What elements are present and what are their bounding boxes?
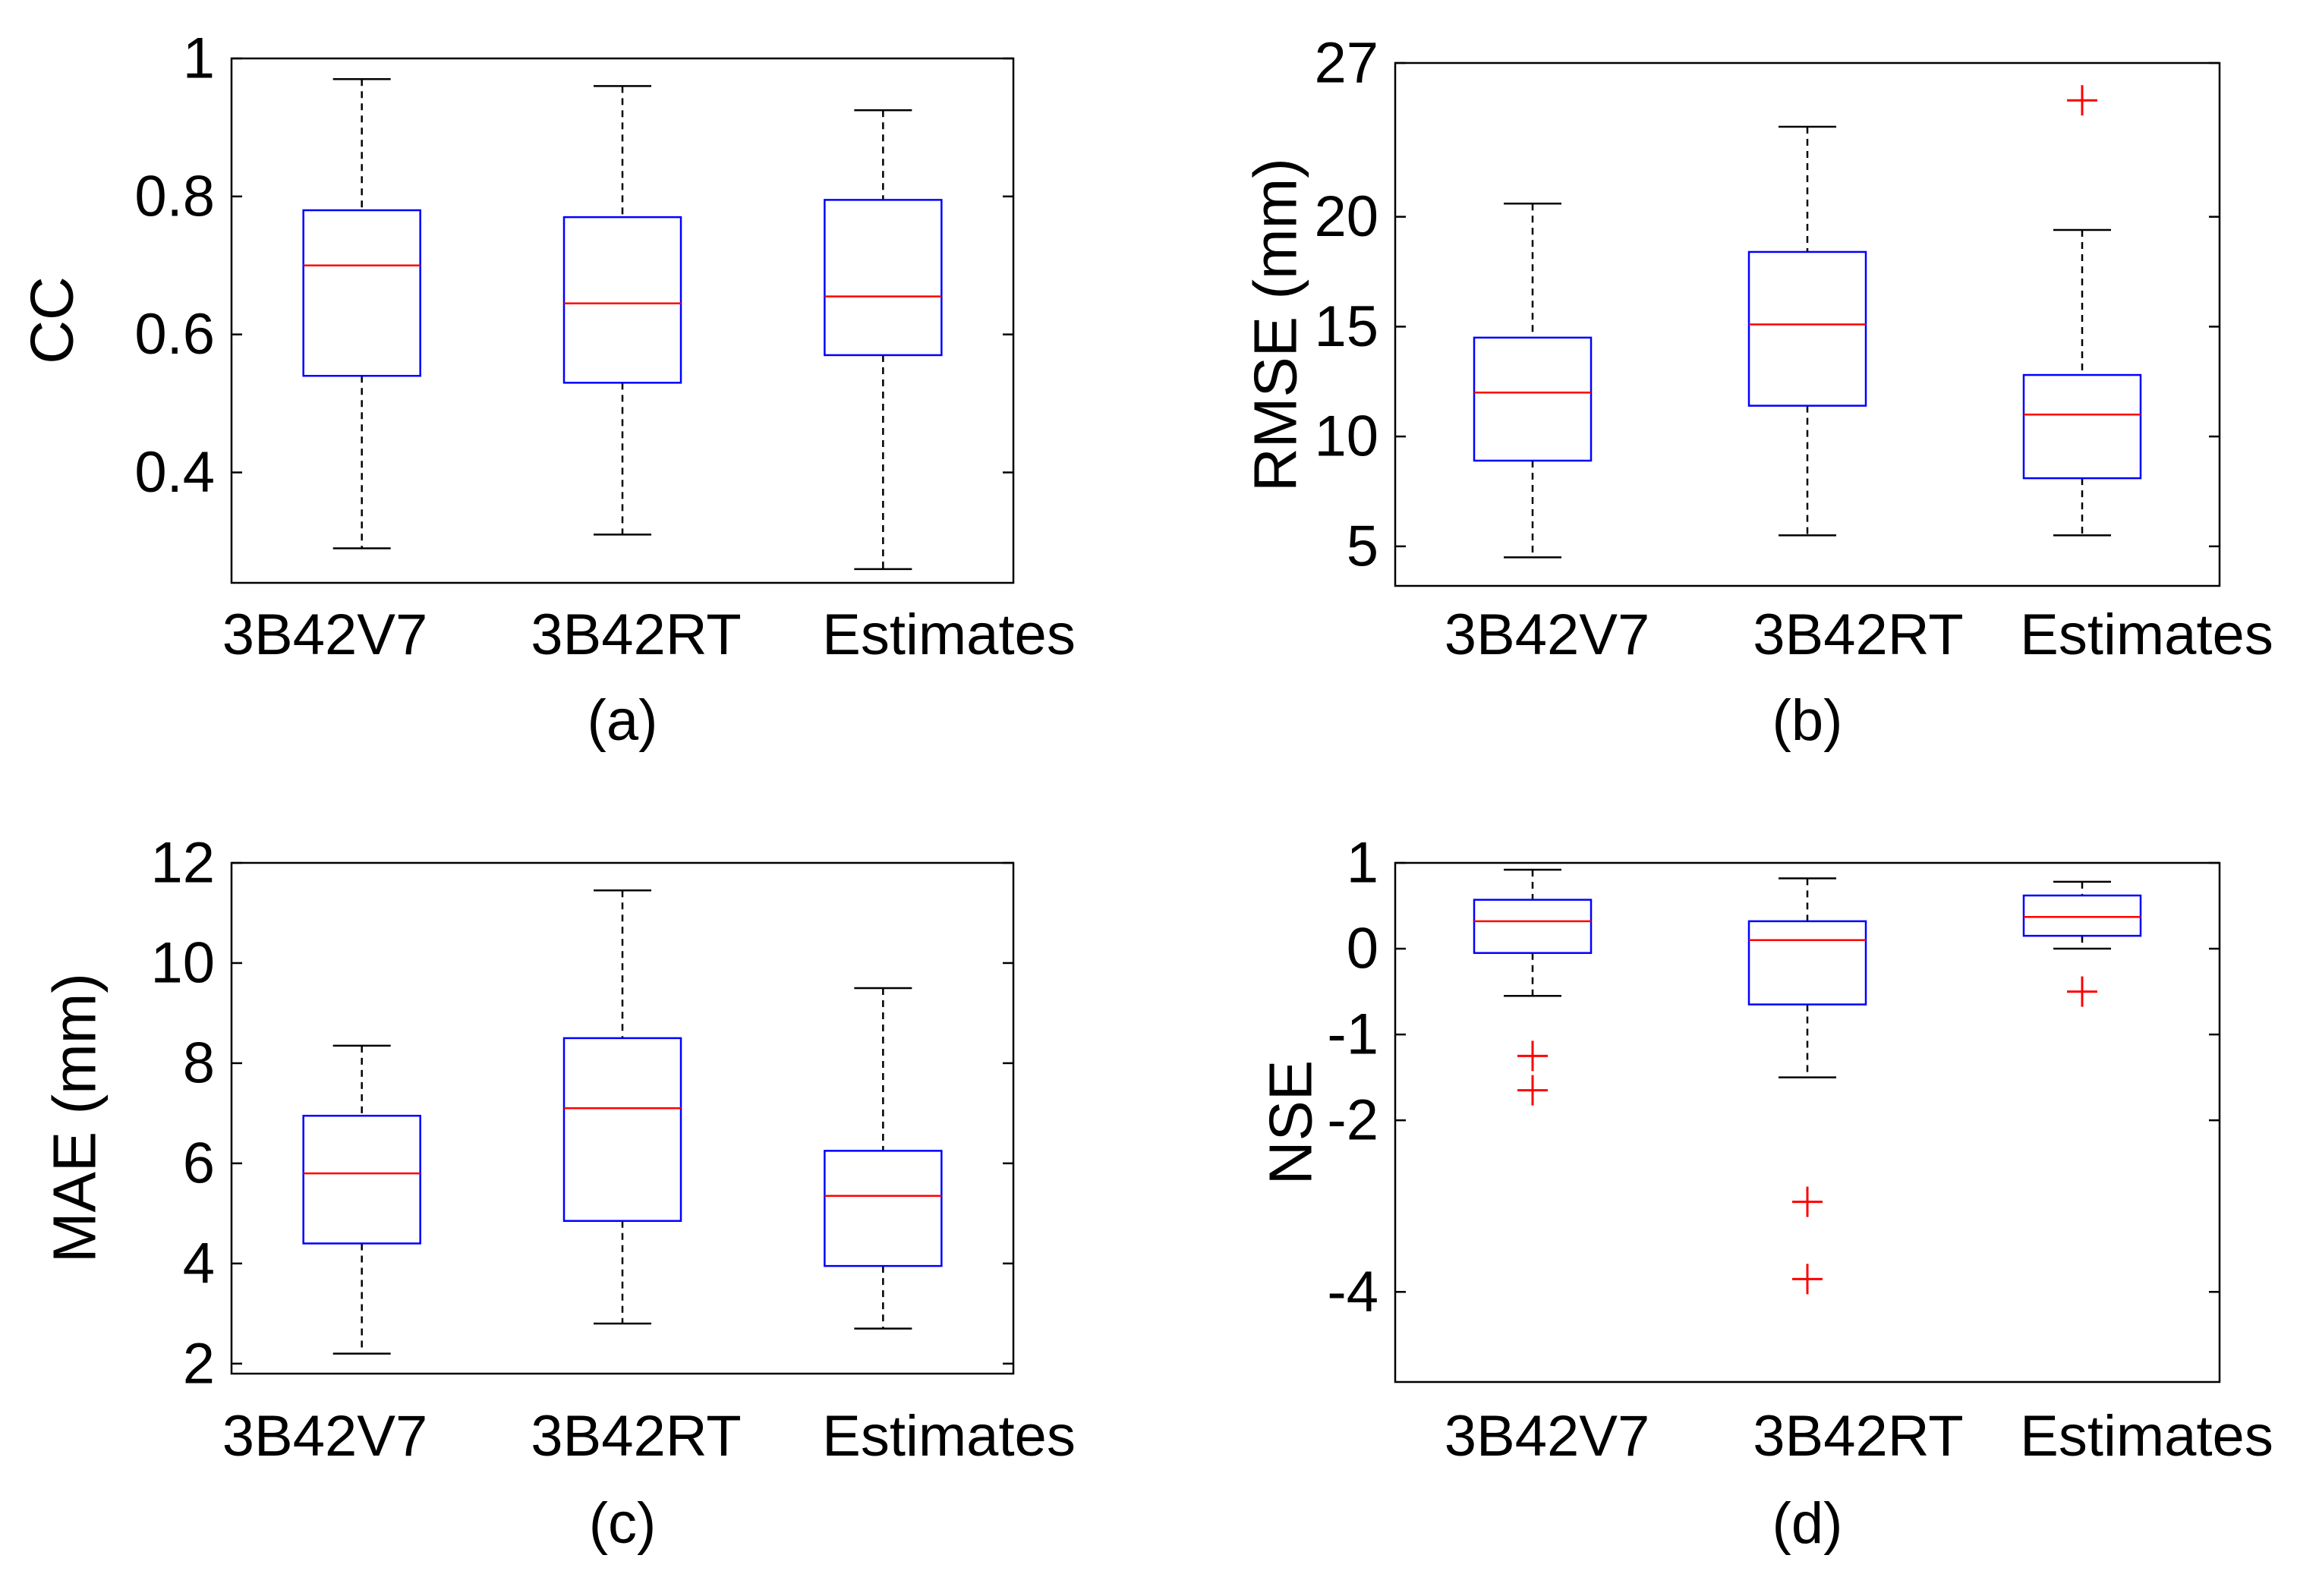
y-tick-label: 0.8 — [134, 164, 215, 228]
box-3B42V7 — [302, 1044, 421, 1355]
x-category-label: Estimates — [822, 1404, 1076, 1469]
outlier-marker — [2067, 85, 2097, 116]
y-tick-label: 6 — [183, 1131, 215, 1195]
box-3B42V7 — [1473, 203, 1593, 559]
y-tick-label: 27 — [1314, 31, 1378, 96]
plot-frame — [230, 861, 1015, 1375]
iqr-box — [1473, 336, 1593, 462]
x-category-label: 3B42V7 — [1445, 603, 1649, 667]
x-category-label: 3B42RT — [1753, 603, 1963, 667]
plot-frame — [1394, 61, 2221, 587]
y-tick-label: 1 — [1347, 831, 1378, 896]
iqr-box — [302, 209, 421, 377]
iqr-box — [2022, 894, 2142, 937]
y-axis-label: MAE (mm) — [41, 973, 109, 1263]
box-Estimates — [2022, 880, 2142, 1007]
x-category-label: 3B42V7 — [222, 1404, 427, 1469]
box-3B42RT — [562, 889, 682, 1325]
x-category-label: 3B42V7 — [1445, 1404, 1649, 1469]
panel-label: (d) — [1772, 1491, 1843, 1556]
y-tick-label: -1 — [1327, 1003, 1378, 1067]
iqr-box — [562, 1037, 682, 1223]
chart-panel-3: 2 4 6 8 10 12 MAE (mm) (c) 3B42V7 3B42RT Estimates — [41, 831, 1076, 1557]
box-3B42RT — [1747, 125, 1867, 537]
y-tick-label: 1 — [183, 27, 215, 91]
x-category-label: Estimates — [2020, 603, 2273, 667]
iqr-box — [1747, 920, 1867, 1006]
box-3B42V7 — [1473, 868, 1593, 1106]
iqr-box — [302, 1114, 421, 1245]
chart-panel-4: -4 -2 -1 0 1 NSE (d) 3B42V7 3B42RT Estimates — [1257, 831, 2273, 1557]
x-category-label: Estimates — [2020, 1404, 2273, 1469]
iqr-box — [1473, 899, 1593, 954]
box-Estimates — [2022, 85, 2142, 537]
y-tick-label: 0 — [1347, 917, 1378, 981]
panel-label: (b) — [1772, 688, 1843, 753]
y-tick-label: 8 — [183, 1031, 215, 1095]
y-axis-label: CC — [18, 276, 86, 364]
y-tick-label: 0.6 — [134, 302, 215, 367]
y-tick-label: 2 — [183, 1331, 215, 1396]
plot-frame — [1394, 861, 2221, 1384]
y-tick-label: 12 — [150, 831, 215, 896]
panel-label: (c) — [589, 1491, 657, 1556]
x-category-label: 3B42RT — [531, 1404, 741, 1469]
outlier-marker — [1792, 1264, 1823, 1295]
box-3B42V7 — [302, 78, 421, 549]
panel-label: (a) — [588, 688, 658, 753]
x-category-label: Estimates — [822, 603, 1076, 667]
box-Estimates — [824, 109, 943, 571]
plot-frame — [230, 57, 1015, 584]
y-tick-label: -4 — [1327, 1260, 1378, 1324]
y-tick-label: 10 — [150, 930, 215, 995]
x-category-label: 3B42RT — [531, 603, 741, 667]
x-category-label: 3B42V7 — [222, 603, 427, 667]
iqr-box — [2022, 373, 2142, 480]
chart-panel-1: 0.4 0.6 0.8 1 CC (a) 3B42V7 3B42RT Estimates — [18, 27, 1076, 754]
y-tick-label: 15 — [1314, 294, 1378, 359]
y-tick-label: -2 — [1327, 1088, 1378, 1153]
y-tick-label: 4 — [183, 1231, 215, 1295]
y-tick-label: 5 — [1347, 514, 1378, 578]
outlier-marker — [1517, 1040, 1548, 1072]
iqr-box — [824, 1150, 943, 1267]
x-category-label: 3B42RT — [1753, 1404, 1963, 1469]
iqr-box — [824, 199, 943, 357]
outlier-marker — [2067, 976, 2097, 1007]
y-axis-label: NSE — [1257, 1060, 1325, 1185]
y-tick-label: 10 — [1314, 405, 1378, 469]
box-3B42RT — [1747, 877, 1867, 1295]
y-axis-label: RMSE (mm) — [1242, 158, 1309, 492]
outlier-marker — [1517, 1075, 1548, 1106]
box-3B42RT — [562, 85, 682, 536]
iqr-box — [1747, 250, 1867, 407]
y-tick-label: 20 — [1314, 184, 1378, 249]
y-tick-label: 0.4 — [134, 440, 215, 505]
iqr-box — [562, 216, 682, 384]
box-Estimates — [824, 987, 943, 1330]
outlier-marker — [1792, 1186, 1823, 1217]
